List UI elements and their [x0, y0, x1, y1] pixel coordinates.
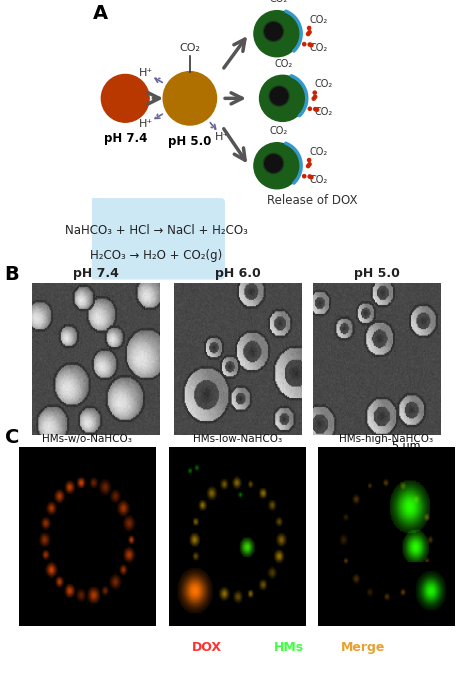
Circle shape: [313, 95, 316, 98]
Text: B: B: [5, 265, 19, 284]
Circle shape: [253, 143, 300, 189]
Circle shape: [307, 26, 310, 30]
Text: HMs: HMs: [274, 640, 304, 654]
Circle shape: [263, 22, 283, 41]
Circle shape: [307, 43, 311, 46]
Circle shape: [315, 108, 318, 111]
Circle shape: [269, 86, 288, 106]
Circle shape: [264, 155, 282, 172]
Circle shape: [264, 22, 282, 40]
Text: CO₂: CO₂: [309, 15, 327, 24]
Circle shape: [268, 85, 296, 112]
Circle shape: [266, 23, 287, 44]
Circle shape: [101, 74, 149, 123]
Circle shape: [306, 165, 309, 168]
Circle shape: [266, 156, 287, 176]
Text: HMs-low-NaHCO₃: HMs-low-NaHCO₃: [193, 434, 282, 444]
Text: CO₂: CO₂: [314, 79, 332, 89]
Text: CO₂: CO₂: [309, 175, 327, 185]
Circle shape: [272, 88, 292, 109]
Circle shape: [307, 107, 311, 110]
Text: CO₂: CO₂: [314, 108, 332, 117]
Text: H⁺: H⁺: [138, 118, 153, 129]
Circle shape: [307, 175, 311, 178]
Text: DOX: DOX: [191, 640, 221, 654]
Text: 5 μm: 5 μm: [391, 441, 419, 451]
Text: H⁺: H⁺: [138, 68, 153, 78]
Text: Release of DOX: Release of DOX: [266, 194, 357, 207]
Circle shape: [312, 97, 315, 100]
Circle shape: [309, 175, 313, 179]
Circle shape: [302, 43, 305, 46]
Circle shape: [306, 32, 309, 36]
Circle shape: [175, 84, 204, 113]
Text: CO₂: CO₂: [309, 43, 327, 53]
Circle shape: [105, 78, 145, 118]
Circle shape: [171, 80, 208, 117]
Circle shape: [256, 14, 297, 54]
Text: CO₂: CO₂: [269, 0, 287, 4]
Text: pH 7.4: pH 7.4: [103, 132, 147, 145]
Text: H₂CO₃ → H₂O + CO₂(g): H₂CO₃ → H₂O + CO₂(g): [90, 249, 222, 262]
Text: CO₂: CO₂: [269, 127, 287, 136]
Circle shape: [302, 175, 305, 178]
Circle shape: [120, 93, 130, 104]
Circle shape: [307, 162, 311, 166]
Circle shape: [259, 148, 294, 183]
Circle shape: [253, 11, 300, 57]
Circle shape: [313, 108, 316, 111]
Text: 20 μm: 20 μm: [407, 640, 444, 654]
Circle shape: [313, 91, 316, 94]
Circle shape: [259, 75, 305, 121]
Circle shape: [179, 88, 200, 108]
Text: pH 5.0: pH 5.0: [168, 135, 211, 148]
Circle shape: [116, 89, 134, 108]
Text: pH 5.0: pH 5.0: [353, 267, 399, 280]
Circle shape: [184, 93, 195, 104]
Text: A: A: [93, 4, 108, 23]
Circle shape: [307, 30, 311, 34]
Text: CO₂: CO₂: [309, 147, 327, 156]
Circle shape: [263, 154, 283, 173]
Circle shape: [256, 146, 297, 186]
Circle shape: [263, 152, 290, 179]
Circle shape: [108, 82, 142, 115]
Text: H⁺: H⁺: [215, 132, 229, 142]
Circle shape: [163, 72, 216, 125]
Text: CO₂: CO₂: [274, 59, 293, 69]
Text: CO₂: CO₂: [179, 43, 200, 53]
Circle shape: [259, 16, 294, 51]
Circle shape: [309, 43, 313, 47]
Text: pH 6.0: pH 6.0: [214, 267, 260, 280]
Circle shape: [265, 81, 299, 116]
Text: HMs-w/o-NaHCO₃: HMs-w/o-NaHCO₃: [42, 434, 131, 444]
Text: C: C: [5, 428, 19, 447]
Circle shape: [270, 87, 287, 105]
Text: pH 7.4: pH 7.4: [73, 267, 119, 280]
FancyBboxPatch shape: [88, 198, 225, 280]
Circle shape: [263, 20, 290, 47]
Circle shape: [307, 158, 310, 162]
Circle shape: [262, 78, 302, 118]
Text: HMs-high-NaHCO₃: HMs-high-NaHCO₃: [338, 434, 432, 444]
Text: Merge: Merge: [340, 640, 385, 654]
Circle shape: [112, 85, 138, 112]
Circle shape: [167, 76, 212, 121]
Text: NaHCO₃ + HCl → NaCl + H₂CO₃: NaHCO₃ + HCl → NaCl + H₂CO₃: [64, 224, 247, 237]
